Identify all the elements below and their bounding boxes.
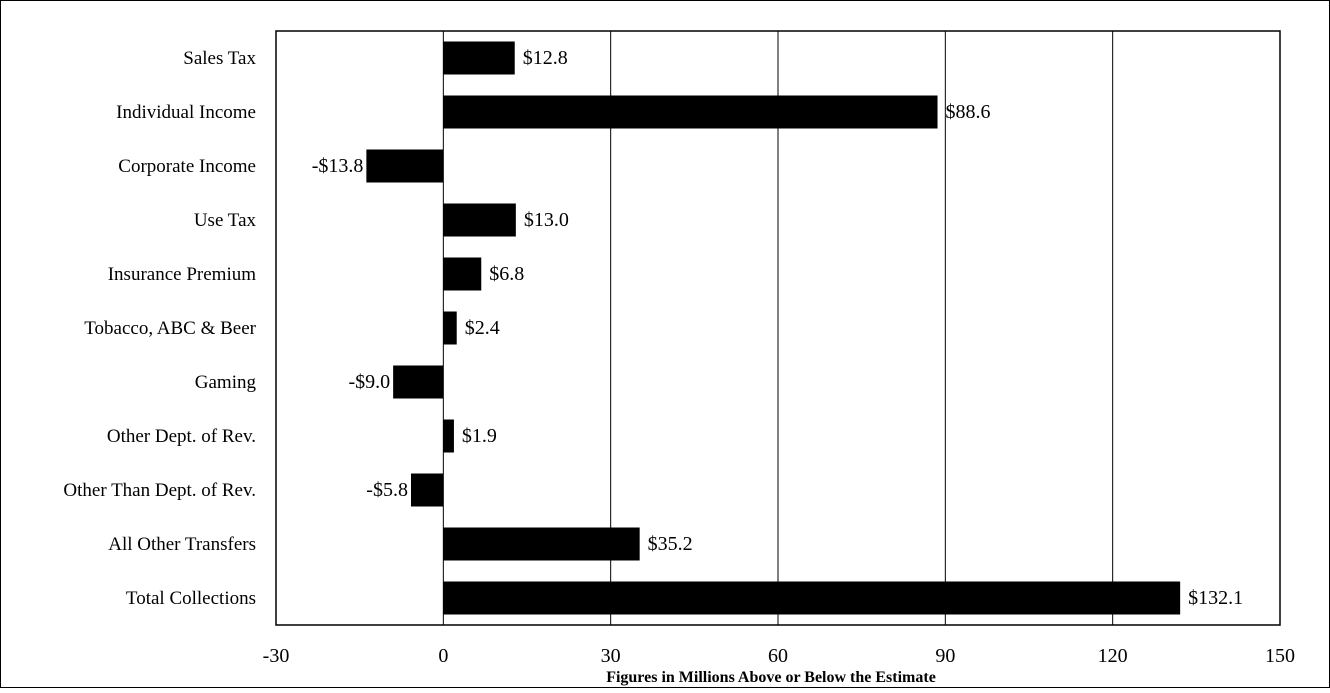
bar	[443, 41, 515, 75]
category-label: Use Tax	[194, 210, 257, 231]
category-label: Other Dept. of Rev.	[107, 426, 256, 447]
category-label: Corporate Income	[118, 156, 256, 177]
x-tick-label: 0	[438, 645, 448, 667]
category-label: Gaming	[195, 372, 257, 393]
bar	[443, 527, 640, 561]
category-label: All Other Transfers	[108, 534, 256, 555]
value-label: -$5.8	[366, 479, 408, 501]
bar	[443, 311, 457, 345]
value-labels: $12.8 $88.6 -$13.8 $13.0 $6.8 $2.4 -$9.0 $1.9 -$…	[312, 47, 1243, 609]
gridlines	[610, 31, 1114, 625]
bar	[410, 473, 444, 507]
value-label: $2.4	[465, 317, 500, 339]
value-label: $1.9	[462, 425, 497, 447]
bar	[393, 365, 444, 399]
bar	[443, 419, 454, 453]
category-label: Individual Income	[116, 102, 256, 123]
category-label: Other Than Dept. of Rev.	[63, 480, 256, 501]
plot-area-border	[275, 30, 1281, 626]
bar	[443, 581, 1181, 615]
value-label: -$13.8	[312, 155, 364, 177]
x-tick-label: 150	[1265, 645, 1295, 667]
bar	[443, 95, 938, 129]
x-tick-label: 30	[601, 645, 621, 667]
x-tick-labels: -30 0 30 60 90 120 150	[263, 645, 1295, 667]
bar	[443, 257, 482, 291]
value-label: $35.2	[648, 533, 693, 555]
category-label: Sales Tax	[183, 48, 256, 69]
bar	[443, 203, 516, 237]
category-label: Tobacco, ABC & Beer	[84, 318, 256, 339]
value-label: $132.1	[1188, 587, 1243, 609]
category-label: Insurance Premium	[108, 264, 256, 285]
value-label: $88.6	[946, 101, 991, 123]
bars	[366, 41, 1181, 615]
category-label: Total Collections	[126, 588, 256, 609]
value-label: $6.8	[489, 263, 524, 285]
x-tick-label: 60	[768, 645, 788, 667]
value-label: -$9.0	[348, 371, 390, 393]
bar	[366, 149, 444, 183]
x-tick-label: 90	[935, 645, 955, 667]
x-tick-label: -30	[263, 645, 290, 667]
value-label: $13.0	[524, 209, 569, 231]
x-axis-label: Figures in Millions Above or Below the E…	[606, 669, 936, 686]
x-tick-label: 120	[1098, 645, 1128, 667]
category-labels: Sales Tax Individual Income Corporate Inco…	[63, 48, 256, 609]
value-label: $12.8	[523, 47, 568, 69]
